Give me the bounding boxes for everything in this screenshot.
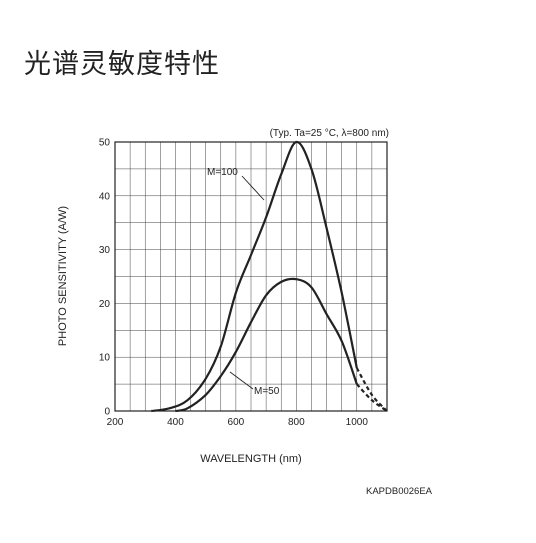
series-line-m50 (175, 277, 358, 413)
series-line-m50-dashed (355, 383, 388, 412)
y-tick-label: 10 (99, 353, 111, 364)
series-line-m100-dashed (355, 367, 388, 412)
series-label-m50: M=50 (254, 386, 280, 397)
series-label-m50-leader (229, 371, 254, 390)
x-tick-label: 800 (288, 417, 305, 428)
y-tick-label: 40 (99, 191, 111, 202)
page-title: 光谱灵敏度特性 (24, 49, 220, 80)
x-tick-label: 200 (107, 417, 124, 428)
x-tick-label: 400 (167, 417, 184, 428)
y-axis-title: PHOTO SENSITIVITY (A/W) (57, 206, 69, 346)
y-tick-label: 0 (104, 407, 110, 418)
series-line-m100 (151, 140, 358, 413)
series-label-m100-leader (241, 175, 265, 201)
document-code: KAPDB0026EA (366, 486, 433, 497)
plot-frame (114, 141, 388, 412)
y-tick-label: 30 (99, 245, 111, 256)
curves (151, 140, 388, 413)
ticks: 200 400 600 800 1000 0 10 20 30 40 50 (99, 138, 368, 429)
grid (115, 142, 387, 411)
y-tick-label: 20 (99, 299, 111, 310)
y-tick-label: 50 (99, 138, 111, 149)
x-tick-label: 600 (228, 417, 245, 428)
x-tick-label: 1000 (346, 417, 369, 428)
series-label-m100: M=100 (207, 167, 238, 178)
x-axis-title: WAVELENGTH (nm) (200, 453, 301, 465)
condition-note: (Typ. Ta=25 °C, λ=800 nm) (270, 128, 389, 139)
